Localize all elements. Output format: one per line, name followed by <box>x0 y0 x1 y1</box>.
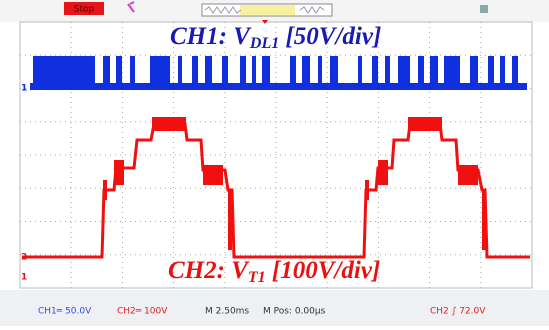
pulse <box>430 56 438 86</box>
pulse <box>488 56 494 86</box>
ch2-marker: 2 <box>21 253 27 263</box>
pulse <box>192 56 198 86</box>
ch2-label: CH2: VT1 [100V/div] <box>168 257 380 286</box>
pulse <box>205 56 212 86</box>
pulse <box>150 56 170 86</box>
pulse <box>33 56 95 86</box>
memory-window <box>240 5 295 15</box>
pulse <box>330 56 338 86</box>
run-state: Stop <box>74 5 95 15</box>
pulse <box>500 56 505 86</box>
pulse <box>302 56 310 86</box>
pulse <box>318 56 322 86</box>
pulse <box>103 56 110 86</box>
pulse <box>262 56 270 86</box>
pulse <box>178 56 182 86</box>
pulse <box>252 56 256 86</box>
pulse <box>418 56 424 86</box>
trigger-setting: CH2 ∫ 72.0V <box>430 307 486 317</box>
pulse <box>398 56 410 86</box>
pulse <box>222 56 228 86</box>
pulse <box>240 56 246 86</box>
ch1-marker: 1 <box>21 84 27 94</box>
pulse <box>116 56 122 86</box>
pulse <box>130 56 135 86</box>
pulse <box>290 56 296 86</box>
pulse <box>385 56 390 86</box>
ch1-scale: CH1═ 50.0V <box>38 307 92 317</box>
pulse <box>512 56 518 86</box>
usb-icon <box>480 5 488 13</box>
pulse <box>358 56 362 86</box>
pulse <box>444 56 460 86</box>
position: M Pos: 0.00µs <box>263 307 326 317</box>
timebase: M 2.50ms <box>205 307 249 317</box>
trigger-marker: 1 <box>21 273 27 283</box>
pulse <box>372 56 378 86</box>
pulse <box>470 56 478 86</box>
ch2-scale: CH2═ 100V <box>117 307 168 317</box>
scope-screen: Stop CH1: VDL1 [50V/div] CH2: VT1 [100V/… <box>0 0 549 326</box>
